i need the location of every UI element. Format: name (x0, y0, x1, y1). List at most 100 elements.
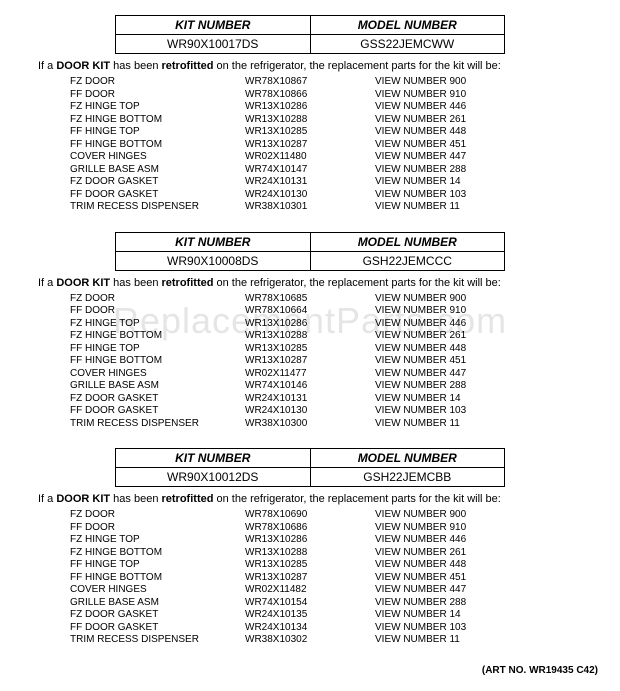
table-row: FZ HINGE TOPWR13X10286VIEW NUMBER 446 (70, 534, 525, 547)
part-number: WR02X11482 (245, 584, 375, 597)
view-number: VIEW NUMBER 288 (375, 380, 525, 393)
part-number: WR02X11480 (245, 151, 375, 164)
part-description: FF HINGE BOTTOM (70, 139, 245, 152)
part-number: WR38X10300 (245, 418, 375, 431)
part-description: FF HINGE TOP (70, 343, 245, 356)
model-number-header: MODEL NUMBER (310, 449, 505, 468)
part-number: WR13X10287 (245, 355, 375, 368)
part-number: WR24X10130 (245, 405, 375, 418)
table-row: FF DOORWR78X10686VIEW NUMBER 910 (70, 522, 525, 535)
view-number: VIEW NUMBER 448 (375, 126, 525, 139)
part-number: WR13X10288 (245, 330, 375, 343)
table-row: FZ DOOR GASKETWR24X10135VIEW NUMBER 14 (70, 609, 525, 622)
part-number: WR24X10131 (245, 176, 375, 189)
part-number: WR78X10866 (245, 89, 375, 102)
kit-header-table: KIT NUMBERMODEL NUMBERWR90X10012DSGSH22J… (115, 448, 505, 487)
part-description: FF DOOR GASKET (70, 189, 245, 202)
view-number: VIEW NUMBER 451 (375, 572, 525, 585)
table-row: COVER HINGESWR02X11480VIEW NUMBER 447 (70, 151, 525, 164)
parts-table: FZ DOORWR78X10685VIEW NUMBER 900FF DOORW… (70, 293, 525, 431)
kits-container: KIT NUMBERMODEL NUMBERWR90X10017DSGSS22J… (10, 15, 610, 647)
view-number: VIEW NUMBER 447 (375, 584, 525, 597)
table-row: FF HINGE TOPWR13X10285VIEW NUMBER 448 (70, 126, 525, 139)
kit-block: KIT NUMBERMODEL NUMBERWR90X10008DSGSH22J… (10, 232, 610, 431)
view-number: VIEW NUMBER 446 (375, 318, 525, 331)
view-number: VIEW NUMBER 900 (375, 293, 525, 306)
table-row: FZ DOORWR78X10867VIEW NUMBER 900 (70, 76, 525, 89)
view-number: VIEW NUMBER 14 (375, 176, 525, 189)
table-row: FZ DOORWR78X10685VIEW NUMBER 900 (70, 293, 525, 306)
part-description: FZ DOOR GASKET (70, 393, 245, 406)
part-number: WR13X10287 (245, 572, 375, 585)
part-number: WR02X11477 (245, 368, 375, 381)
part-description: FF HINGE BOTTOM (70, 572, 245, 585)
table-row: FF HINGE BOTTOMWR13X10287VIEW NUMBER 451 (70, 139, 525, 152)
table-row: FF DOOR GASKETWR24X10130VIEW NUMBER 103 (70, 189, 525, 202)
view-number: VIEW NUMBER 261 (375, 547, 525, 560)
table-row: FF HINGE TOPWR13X10285VIEW NUMBER 448 (70, 559, 525, 572)
part-description: FZ DOOR (70, 293, 245, 306)
view-number: VIEW NUMBER 900 (375, 76, 525, 89)
view-number: VIEW NUMBER 910 (375, 305, 525, 318)
part-number: WR78X10690 (245, 509, 375, 522)
view-number: VIEW NUMBER 446 (375, 101, 525, 114)
view-number: VIEW NUMBER 11 (375, 418, 525, 431)
table-row: FZ DOOR GASKETWR24X10131VIEW NUMBER 14 (70, 393, 525, 406)
model-number-value: GSH22JEMCCC (310, 251, 505, 270)
table-row: COVER HINGESWR02X11477VIEW NUMBER 447 (70, 368, 525, 381)
kit-number-value: WR90X10008DS (116, 251, 311, 270)
table-row: FF DOOR GASKETWR24X10134VIEW NUMBER 103 (70, 622, 525, 635)
part-number: WR13X10288 (245, 114, 375, 127)
table-row: FZ HINGE TOPWR13X10286VIEW NUMBER 446 (70, 318, 525, 331)
view-number: VIEW NUMBER 451 (375, 355, 525, 368)
part-description: GRILLE BASE ASM (70, 380, 245, 393)
part-description: FF HINGE TOP (70, 126, 245, 139)
kit-number-header: KIT NUMBER (116, 449, 311, 468)
kit-number-header: KIT NUMBER (116, 232, 311, 251)
view-number: VIEW NUMBER 261 (375, 114, 525, 127)
part-number: WR24X10134 (245, 622, 375, 635)
kit-block: KIT NUMBERMODEL NUMBERWR90X10012DSGSH22J… (10, 448, 610, 647)
view-number: VIEW NUMBER 910 (375, 522, 525, 535)
part-number: WR13X10286 (245, 318, 375, 331)
view-number: VIEW NUMBER 448 (375, 343, 525, 356)
table-row: GRILLE BASE ASMWR74X10146VIEW NUMBER 288 (70, 380, 525, 393)
table-row: FZ HINGE TOPWR13X10286VIEW NUMBER 446 (70, 101, 525, 114)
part-description: FZ HINGE TOP (70, 101, 245, 114)
part-description: FF DOOR (70, 89, 245, 102)
part-description: TRIM RECESS DISPENSER (70, 634, 245, 647)
part-description: FZ DOOR (70, 76, 245, 89)
part-number: WR38X10302 (245, 634, 375, 647)
parts-table: FZ DOORWR78X10867VIEW NUMBER 900FF DOORW… (70, 76, 525, 214)
intro-line: If a DOOR KIT has been retrofitted on th… (38, 493, 610, 505)
part-number: WR24X10130 (245, 189, 375, 202)
part-number: WR78X10664 (245, 305, 375, 318)
table-row: FF DOORWR78X10664VIEW NUMBER 910 (70, 305, 525, 318)
kit-block: KIT NUMBERMODEL NUMBERWR90X10017DSGSS22J… (10, 15, 610, 214)
table-row: FZ HINGE BOTTOMWR13X10288VIEW NUMBER 261 (70, 547, 525, 560)
view-number: VIEW NUMBER 261 (375, 330, 525, 343)
part-description: FZ DOOR GASKET (70, 609, 245, 622)
view-number: VIEW NUMBER 448 (375, 559, 525, 572)
part-number: WR24X10135 (245, 609, 375, 622)
part-description: FZ HINGE BOTTOM (70, 547, 245, 560)
part-description: COVER HINGES (70, 151, 245, 164)
part-number: WR74X10147 (245, 164, 375, 177)
table-row: FF HINGE BOTTOMWR13X10287VIEW NUMBER 451 (70, 355, 525, 368)
part-number: WR13X10286 (245, 101, 375, 114)
intro-line: If a DOOR KIT has been retrofitted on th… (38, 60, 610, 72)
view-number: VIEW NUMBER 14 (375, 609, 525, 622)
view-number: VIEW NUMBER 447 (375, 151, 525, 164)
part-description: FZ DOOR (70, 509, 245, 522)
model-number-value: GSH22JEMCBB (310, 468, 505, 487)
part-number: WR13X10285 (245, 126, 375, 139)
view-number: VIEW NUMBER 288 (375, 164, 525, 177)
part-description: COVER HINGES (70, 584, 245, 597)
part-number: WR38X10301 (245, 201, 375, 214)
part-number: WR74X10154 (245, 597, 375, 610)
view-number: VIEW NUMBER 910 (375, 89, 525, 102)
view-number: VIEW NUMBER 11 (375, 201, 525, 214)
part-description: FZ HINGE BOTTOM (70, 114, 245, 127)
table-row: COVER HINGESWR02X11482VIEW NUMBER 447 (70, 584, 525, 597)
view-number: VIEW NUMBER 11 (375, 634, 525, 647)
